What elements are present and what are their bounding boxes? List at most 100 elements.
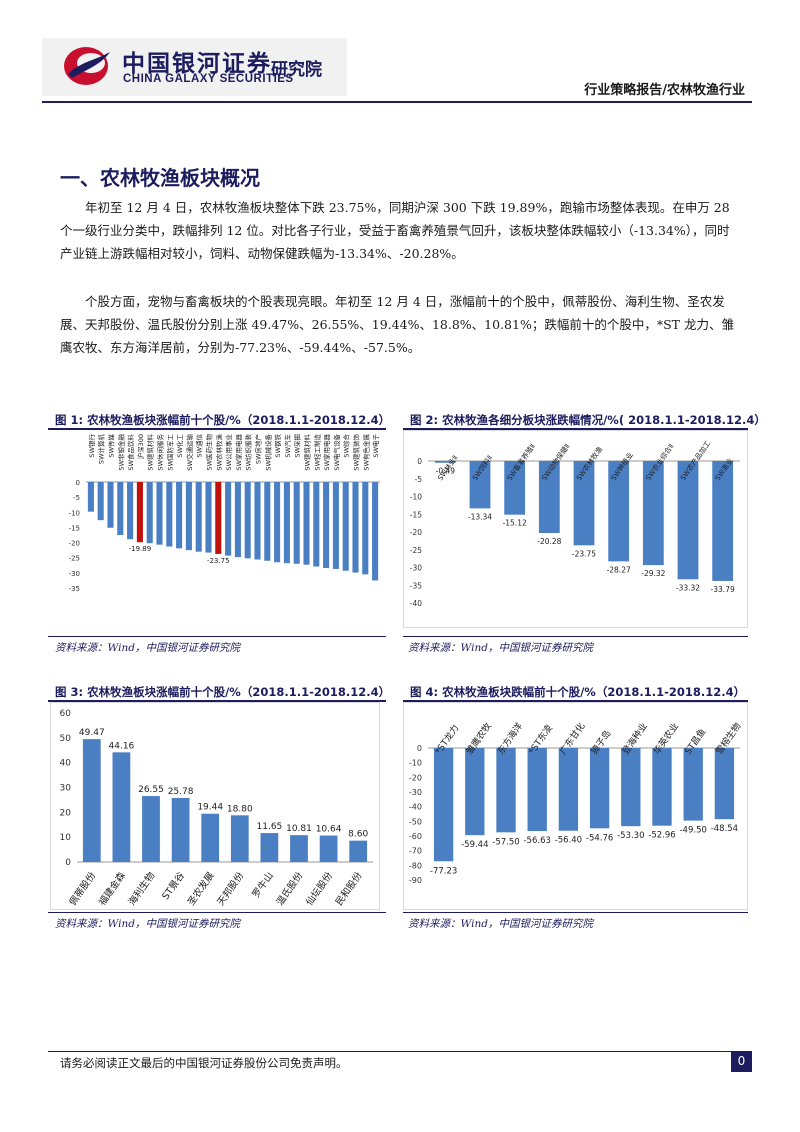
y-tick-label: -10 — [69, 509, 80, 517]
chart-top-gainers-sectors: 0 -5 -10 -15 -20 -25 -30 -35 SW银行 SW计算机 SW传媒 SW非银金融… — [69, 434, 381, 593]
data-label: 49.47 — [79, 728, 105, 738]
bar — [362, 482, 369, 575]
bar — [504, 461, 526, 515]
bar — [97, 482, 104, 521]
bar — [433, 748, 454, 862]
figure-3-source: 资料来源：Wind，中国银河证券研究院 — [55, 918, 240, 930]
bar — [642, 461, 664, 566]
institute-label: 研究院 — [271, 60, 322, 80]
data-label: -56.63 — [523, 836, 550, 846]
figure-1-source-rule — [48, 636, 386, 637]
bar — [608, 461, 630, 562]
category-label: SW化工 — [175, 434, 184, 458]
chart-top-losers-stocks: 0-10-20-30-40-50-60-70-80-90-77.23*ST龙力-… — [403, 702, 748, 910]
data-label: -23.75 — [207, 557, 230, 565]
category-label: SW家用电器 — [322, 434, 331, 471]
bar — [195, 482, 202, 552]
category-label: SW建筑材料 — [303, 434, 312, 471]
section-title: 一、农林牧渔板块概况 — [60, 166, 260, 190]
y-tick-label: -50 — [409, 817, 422, 826]
figure-2-source-rule — [403, 636, 748, 637]
category-label: SW有色金属 — [361, 434, 370, 471]
category-label: SW传媒 — [107, 434, 116, 458]
bar — [264, 482, 271, 561]
bar — [107, 482, 114, 528]
bar — [323, 482, 330, 569]
y-tick-label: 10 — [60, 833, 72, 843]
bar — [434, 461, 456, 463]
bar — [127, 482, 134, 540]
bar — [176, 482, 183, 549]
data-label: -56.40 — [555, 836, 582, 846]
bar — [621, 748, 641, 827]
figure-2-title: 图 2: 农林牧渔各细分板块涨跌幅情况/%( 2018.1.1-2018.12.… — [410, 413, 766, 427]
figure-1-title: 图 1: 农林牧渔板块涨幅前十个股/%（2018.1.1-2018.12.4） — [55, 413, 391, 427]
y-tick-label: -25 — [410, 546, 422, 555]
figure-3-title: 图 3: 农林牧渔板块涨幅前十个股/%（2018.1.1-2018.12.4） — [55, 685, 391, 699]
bar — [215, 482, 222, 554]
galaxy-logo-icon — [64, 47, 110, 85]
category-label: 温氏股份 — [274, 869, 306, 907]
y-tick-label: -20 — [409, 773, 422, 782]
category-label: SW通信 — [195, 434, 204, 458]
header-divider — [42, 101, 752, 103]
data-label: 10.64 — [316, 825, 342, 835]
data-label: -29.32 — [641, 569, 665, 578]
y-tick-label: -30 — [69, 570, 80, 578]
page-number: 0 — [731, 1051, 752, 1072]
data-label: -13.34 — [468, 512, 492, 521]
category-label: SW国防军工 — [165, 434, 174, 471]
y-tick-label: -15 — [410, 510, 422, 519]
bar — [538, 461, 560, 533]
y-tick-label: 0 — [76, 479, 80, 487]
category-label: 罗牛山 — [250, 870, 276, 900]
bar — [527, 748, 547, 832]
data-label: -48.54 — [711, 824, 738, 834]
y-tick-label: -30 — [410, 564, 422, 573]
category-label: 仙坛股份 — [303, 869, 335, 907]
category-label: SW非银金融 — [116, 434, 125, 471]
bar — [469, 461, 491, 509]
data-label: -33.32 — [676, 583, 700, 592]
figure-4-title-rule — [403, 700, 748, 702]
category-label: SW食品饮料 — [126, 434, 135, 471]
category-label: SW交通运输 — [185, 434, 194, 471]
chart-subsector-changes: 0-5-10-15-20-25-30-35-40-0.49SW林业Ⅱ-13.34… — [403, 430, 748, 628]
data-label: -28.27 — [607, 565, 631, 574]
figure-4-source-rule — [403, 912, 748, 913]
bar — [342, 482, 349, 571]
y-tick-label: -10 — [410, 493, 422, 502]
footer-divider — [48, 1051, 752, 1052]
bar — [677, 461, 699, 580]
bar — [234, 482, 241, 558]
y-tick-label: -10 — [409, 759, 422, 768]
report-type: 行业策略报告/农林牧渔行业 — [584, 83, 745, 98]
y-tick-label: 50 — [60, 734, 72, 744]
y-tick-label: -90 — [409, 876, 422, 885]
y-tick-label: -40 — [410, 599, 422, 608]
category-label: SW建筑材料 — [146, 434, 155, 471]
category-label: 佩蒂股份 — [67, 869, 99, 907]
data-label: 11.65 — [257, 822, 283, 832]
data-label: 19.44 — [197, 803, 223, 813]
figure-1-source: 资料来源：Wind，中国银河证券研究院 — [55, 642, 240, 654]
data-label: 25.78 — [168, 787, 194, 797]
y-tick-label: -5 — [415, 475, 423, 484]
figure-1-title-rule — [48, 428, 386, 430]
bar — [244, 482, 251, 559]
y-tick-label: -70 — [409, 847, 422, 856]
y-tick-label: -25 — [69, 555, 80, 563]
bar — [589, 748, 610, 829]
bar — [146, 482, 153, 544]
bar — [496, 748, 516, 833]
y-tick-label: 30 — [60, 784, 72, 794]
category-label: SW机械设备 — [263, 434, 272, 471]
bar — [283, 482, 290, 564]
category-label: SW纺织服装 — [244, 434, 253, 471]
y-tick-label: 60 — [60, 709, 72, 719]
bar — [352, 482, 359, 573]
category-label: SW综合 — [342, 434, 351, 458]
category-label: SW汽车 — [283, 434, 292, 458]
bar — [112, 752, 131, 862]
bar — [290, 835, 308, 862]
